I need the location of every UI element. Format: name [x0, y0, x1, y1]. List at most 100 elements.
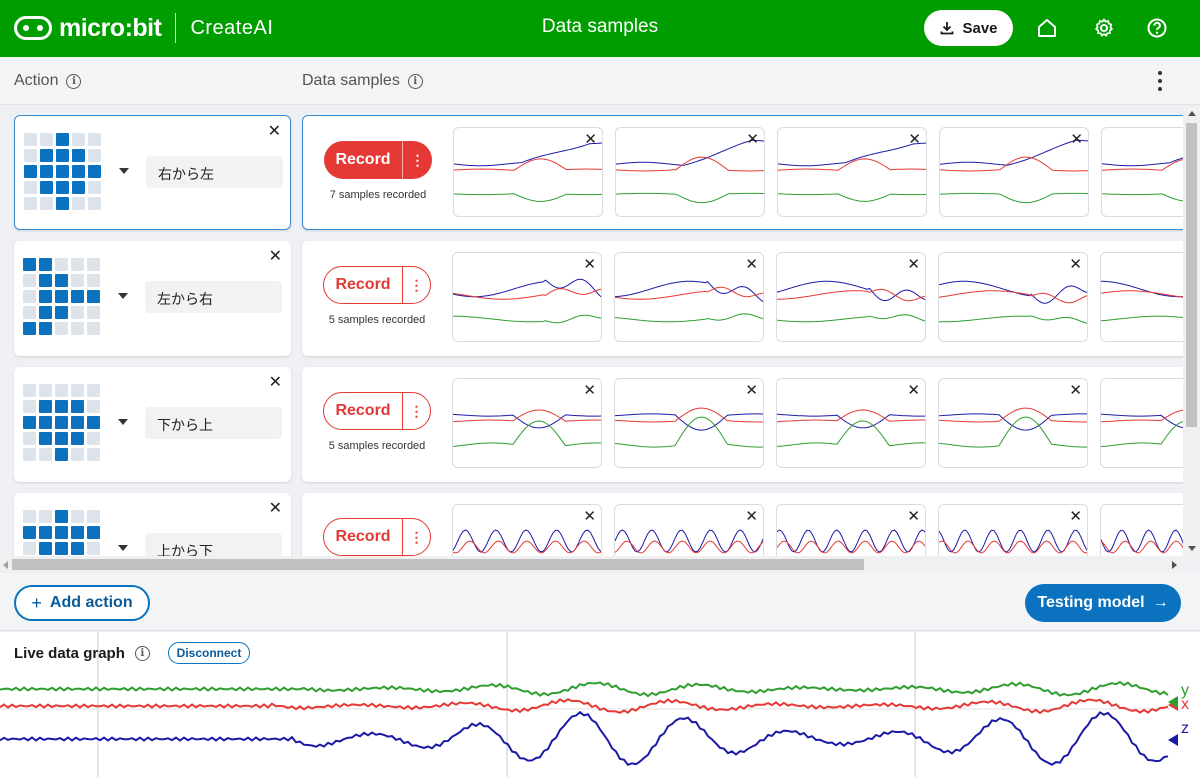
save-button[interactable]: Save	[924, 10, 1013, 46]
delete-sample-close-icon[interactable]: ✕	[1069, 382, 1082, 399]
delete-sample-close-icon[interactable]: ✕	[745, 256, 758, 273]
home-button[interactable]	[1034, 15, 1060, 41]
testing-model-button[interactable]: Testing model →	[1025, 584, 1181, 622]
led-icon-grid[interactable]	[23, 510, 100, 556]
record-button[interactable]: Record ⋮	[323, 392, 431, 430]
action-card[interactable]: ✕ 右から左	[14, 115, 291, 230]
chevron-down-icon[interactable]	[118, 419, 128, 425]
sample-thumbnail[interactable]: ✕	[1100, 504, 1183, 556]
help-button[interactable]	[1144, 15, 1170, 41]
delete-sample-close-icon[interactable]: ✕	[745, 508, 758, 525]
sample-thumbnail[interactable]: ✕	[938, 378, 1088, 468]
delete-sample-close-icon[interactable]: ✕	[907, 256, 920, 273]
delete-action-close-icon[interactable]: ✕	[268, 374, 282, 391]
record-options-more-icon[interactable]: ⋮	[409, 402, 424, 419]
delete-action-close-icon[interactable]: ✕	[268, 500, 282, 517]
led-icon-grid[interactable]	[24, 133, 101, 210]
settings-button[interactable]	[1091, 15, 1117, 41]
sample-thumbnail[interactable]: ✕	[615, 127, 765, 217]
led-pixel-off	[23, 290, 36, 303]
sample-thumbnail[interactable]: ✕	[1101, 127, 1183, 217]
led-pixel-off	[88, 181, 101, 194]
led-pixel-on	[72, 165, 85, 178]
horizontal-scrollbar[interactable]	[0, 556, 1183, 573]
record-button[interactable]: Record ⋮	[323, 518, 431, 556]
sample-thumbnail[interactable]: ✕	[1100, 252, 1183, 342]
sample-thumbnail[interactable]: ✕	[453, 127, 603, 217]
vertical-scroll-thumb[interactable]	[1186, 123, 1197, 427]
record-options-more-icon[interactable]: ⋮	[409, 276, 424, 293]
led-icon-grid[interactable]	[23, 258, 100, 335]
scroll-right-arrow-icon[interactable]	[1172, 561, 1177, 569]
delete-sample-close-icon[interactable]: ✕	[1070, 131, 1083, 148]
action-row: ✕ 下から上 Record ⋮ 5 samples recorded ✕ ✕ ✕ ✕ ✕	[0, 358, 1183, 482]
action-name-input[interactable]: 上から下	[145, 533, 282, 556]
sample-waveform-graph	[453, 278, 601, 324]
delete-sample-close-icon[interactable]: ✕	[907, 382, 920, 399]
action-name-input[interactable]: 右から左	[146, 156, 283, 188]
chevron-down-icon[interactable]	[118, 545, 128, 551]
led-pixel-off	[71, 322, 84, 335]
delete-sample-close-icon[interactable]: ✕	[583, 256, 596, 273]
sample-thumbnail[interactable]: ✕	[452, 378, 602, 468]
delete-action-close-icon[interactable]: ✕	[268, 248, 282, 265]
info-icon[interactable]: i	[134, 646, 150, 661]
record-options-more-icon[interactable]: ⋮	[409, 528, 424, 545]
sample-thumbnail[interactable]: ✕	[614, 504, 764, 556]
delete-sample-close-icon[interactable]: ✕	[1069, 508, 1082, 525]
action-card[interactable]: ✕ 下から上	[14, 367, 291, 482]
delete-sample-close-icon[interactable]: ✕	[583, 508, 596, 525]
info-icon[interactable]: i	[66, 73, 82, 89]
sample-thumbnail[interactable]: ✕	[1100, 378, 1183, 468]
led-pixel-on	[55, 274, 68, 287]
sample-thumbnail[interactable]: ✕	[777, 127, 927, 217]
delete-sample-close-icon[interactable]: ✕	[1069, 256, 1082, 273]
scroll-up-arrow-icon[interactable]	[1188, 111, 1196, 116]
led-pixel-on	[88, 165, 101, 178]
sample-thumbnail[interactable]: ✕	[939, 127, 1089, 217]
record-button[interactable]: Record ⋮	[323, 266, 431, 304]
led-icon-grid[interactable]	[23, 384, 100, 461]
sample-thumbnail[interactable]: ✕	[938, 252, 1088, 342]
action-card[interactable]: ✕ 上から下	[14, 493, 291, 556]
sample-thumbnail[interactable]: ✕	[938, 504, 1088, 556]
led-pixel-off	[23, 384, 36, 397]
add-action-button[interactable]: + Add action	[14, 585, 150, 621]
scroll-down-arrow-icon[interactable]	[1188, 546, 1196, 551]
delete-sample-close-icon[interactable]: ✕	[584, 131, 597, 148]
sample-thumbnail[interactable]: ✕	[776, 252, 926, 342]
action-card[interactable]: ✕ 左から右	[14, 241, 291, 356]
sample-waveform-graph	[453, 409, 601, 447]
led-pixel-off	[71, 448, 84, 461]
microbit-logo[interactable]: micro:bit CreateAI	[14, 12, 273, 44]
led-pixel-on	[39, 290, 52, 303]
delete-sample-close-icon[interactable]: ✕	[583, 382, 596, 399]
delete-sample-close-icon[interactable]: ✕	[746, 131, 759, 148]
action-row: ✕ 左から右 Record ⋮ 5 samples recorded ✕ ✕ ✕ ✕ ✕	[0, 232, 1183, 356]
led-pixel-on	[72, 181, 85, 194]
more-options-menu-icon[interactable]	[1153, 71, 1167, 91]
sample-thumbnail[interactable]: ✕	[614, 252, 764, 342]
delete-sample-close-icon[interactable]: ✕	[745, 382, 758, 399]
vertical-scrollbar[interactable]	[1183, 106, 1200, 556]
sample-thumbnail[interactable]: ✕	[452, 504, 602, 556]
sample-thumbnail[interactable]: ✕	[776, 504, 926, 556]
horizontal-scroll-thumb[interactable]	[12, 559, 864, 570]
chevron-down-icon[interactable]	[119, 168, 129, 174]
sample-thumbnail[interactable]: ✕	[614, 378, 764, 468]
sample-thumbnail[interactable]: ✕	[452, 252, 602, 342]
action-name-input[interactable]: 下から上	[145, 407, 282, 439]
action-name-input[interactable]: 左から右	[145, 281, 282, 313]
info-icon[interactable]: i	[407, 73, 423, 89]
disconnect-button[interactable]: Disconnect	[168, 642, 250, 664]
sample-thumbnail[interactable]: ✕	[776, 378, 926, 468]
delete-action-close-icon[interactable]: ✕	[267, 123, 281, 140]
axis-label-z: z	[1181, 720, 1189, 737]
record-options-more-icon[interactable]: ⋮	[410, 151, 425, 168]
delete-sample-close-icon[interactable]: ✕	[908, 131, 921, 148]
delete-sample-close-icon[interactable]: ✕	[907, 508, 920, 525]
scroll-left-arrow-icon[interactable]	[3, 561, 8, 569]
chevron-down-icon[interactable]	[118, 293, 128, 299]
led-pixel-on	[39, 400, 52, 413]
record-button[interactable]: Record ⋮	[324, 141, 432, 179]
